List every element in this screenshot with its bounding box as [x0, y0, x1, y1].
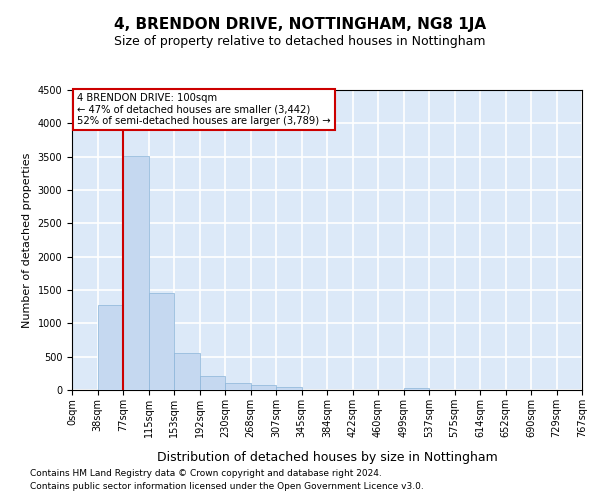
Text: Size of property relative to detached houses in Nottingham: Size of property relative to detached ho… — [114, 35, 486, 48]
Text: 4 BRENDON DRIVE: 100sqm
← 47% of detached houses are smaller (3,442)
52% of semi: 4 BRENDON DRIVE: 100sqm ← 47% of detache… — [77, 93, 331, 126]
Bar — [149, 294, 174, 390]
Bar — [276, 386, 302, 390]
Bar — [225, 384, 251, 390]
Y-axis label: Number of detached properties: Number of detached properties — [22, 152, 32, 328]
Text: Contains HM Land Registry data © Crown copyright and database right 2024.: Contains HM Land Registry data © Crown c… — [30, 469, 382, 478]
Bar — [123, 156, 149, 390]
X-axis label: Distribution of detached houses by size in Nottingham: Distribution of detached houses by size … — [157, 451, 497, 464]
Text: Contains public sector information licensed under the Open Government Licence v3: Contains public sector information licen… — [30, 482, 424, 491]
Text: 4, BRENDON DRIVE, NOTTINGHAM, NG8 1JA: 4, BRENDON DRIVE, NOTTINGHAM, NG8 1JA — [114, 18, 486, 32]
Bar — [174, 352, 199, 390]
Bar — [97, 306, 123, 390]
Bar — [199, 376, 225, 390]
Bar — [251, 386, 276, 390]
Bar — [404, 388, 429, 390]
